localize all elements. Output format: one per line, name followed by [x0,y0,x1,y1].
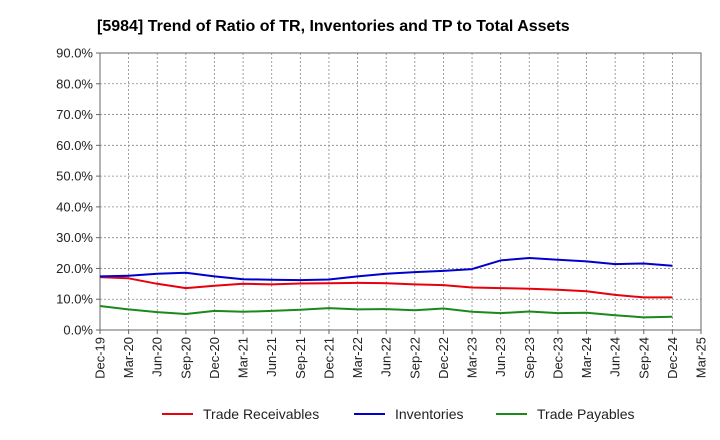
x-tick-label: Jun-21 [264,337,279,377]
x-tick-label: Dec-22 [436,337,451,379]
x-tick-label: Mar-24 [579,337,594,378]
y-tick-label: 90.0% [56,46,93,61]
x-tick-label: Dec-20 [207,337,222,379]
x-tick-label: Jun-24 [608,337,623,377]
y-tick-label: 50.0% [56,169,93,184]
legend-label: Trade Payables [537,406,635,422]
series-group [99,257,673,319]
legend-item-inventories: Inventories [354,406,463,422]
y-tick-label: 40.0% [56,199,93,214]
y-axis: 0.0% 10.0% 20.0% 30.0% 40.0% 50.0% 60.0% 70.0% 8… [56,46,100,338]
x-tick-label: Mar-25 [694,337,709,378]
y-tick-label: 0.0% [63,323,93,338]
y-tick-label: 60.0% [56,138,93,153]
x-tick-label: Sep-23 [522,337,537,379]
x-tick-label: Sep-24 [636,337,651,379]
x-tick-label: Mar-21 [236,337,251,378]
legend: Trade Receivables Inventories Trade Payabl… [162,406,635,422]
x-tick-label: Jun-20 [150,337,165,377]
x-tick-label: Jun-23 [493,337,508,377]
series-line-inventories [99,257,673,282]
legend-label: Inventories [395,406,463,422]
x-tick-label: Sep-22 [407,337,422,379]
legend-item-trade-payables: Trade Payables [496,406,635,422]
y-tick-label: 70.0% [56,107,93,122]
x-tick-label: Dec-23 [550,337,565,379]
y-tick-label: 20.0% [56,261,93,276]
x-tick-label: Sep-20 [178,337,193,379]
x-tick-label: Mar-20 [121,337,136,378]
x-tick-label: Dec-24 [665,337,680,379]
y-tick-label: 80.0% [56,76,93,91]
x-tick-label: Mar-22 [350,337,365,378]
x-tick-label: Dec-19 [93,337,108,379]
y-tick-label: 10.0% [56,292,93,307]
series-line-trade-payables [99,305,673,319]
series-line-trade-receivables [99,276,673,299]
legend-label: Trade Receivables [203,406,319,422]
x-tick-label: Mar-23 [465,337,480,378]
x-axis: Dec-19 Mar-20 Jun-20 Sep-20 Dec-20 Mar-21 Jun-… [93,330,709,379]
y-tick-label: 30.0% [56,230,93,245]
legend-item-trade-receivables: Trade Receivables [162,406,319,422]
plot-frame [99,52,702,331]
x-tick-label: Sep-21 [293,337,308,379]
x-tick-label: Dec-21 [321,337,336,379]
chart-title: [5984] Trend of Ratio of TR, Inventories… [97,18,570,35]
x-tick-label: Jun-22 [379,337,394,377]
